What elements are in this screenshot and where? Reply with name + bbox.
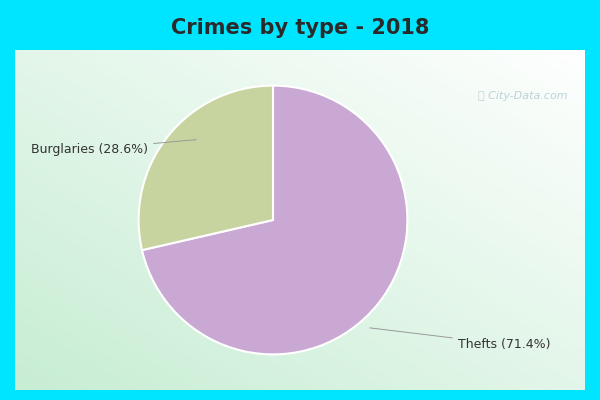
Text: Burglaries (28.6%): Burglaries (28.6%) [31,140,196,156]
Text: Thefts (71.4%): Thefts (71.4%) [370,328,550,351]
Text: Crimes by type - 2018: Crimes by type - 2018 [171,18,429,38]
Wedge shape [139,86,273,250]
Wedge shape [142,86,407,354]
Text: ⓘ City-Data.com: ⓘ City-Data.com [478,91,568,101]
